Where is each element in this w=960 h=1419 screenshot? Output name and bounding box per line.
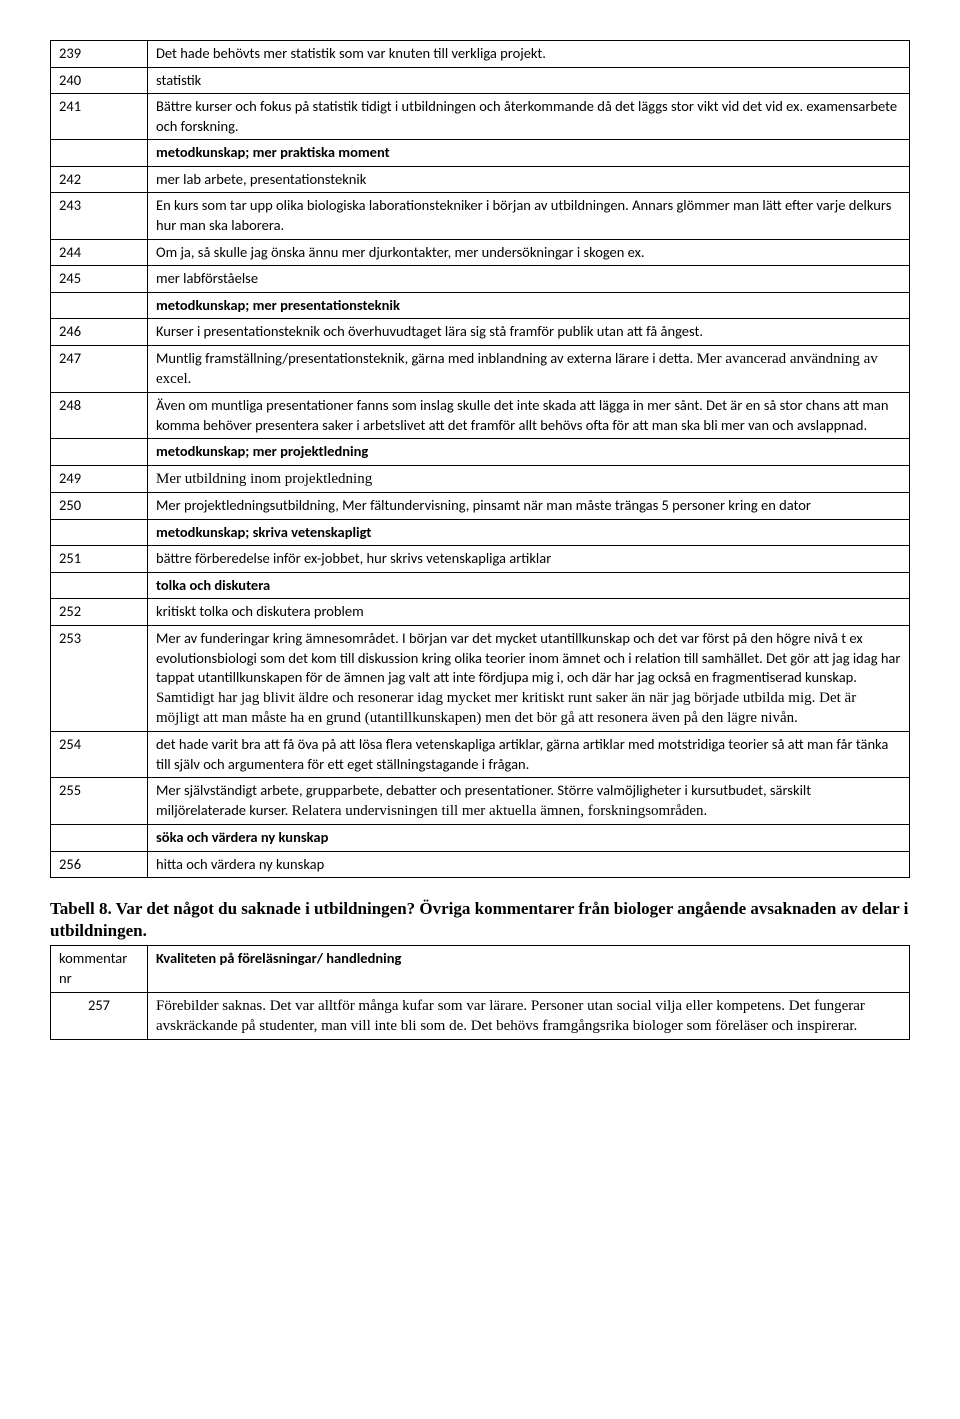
row-text: Förebilder saknas. Det var alltför många… <box>148 992 910 1040</box>
table-row: metodkunskap; mer presentationsteknik <box>51 292 910 319</box>
table-row: 253Mer av funderingar kring ämnesområdet… <box>51 626 910 732</box>
row-text: metodkunskap; mer praktiska moment <box>148 140 910 167</box>
row-number: 248 <box>51 393 148 439</box>
row-text: söka och värdera ny kunskap <box>148 825 910 852</box>
row-number: 256 <box>51 851 148 878</box>
row-text: tolka och diskutera <box>148 572 910 599</box>
table-row: metodkunskap; mer projektledning <box>51 439 910 466</box>
row-number: 242 <box>51 166 148 193</box>
row-text: det hade varit bra att få öva på att lös… <box>148 732 910 778</box>
table-row: 242mer lab arbete, presentationsteknik <box>51 166 910 193</box>
row-number: 239 <box>51 41 148 68</box>
row-text: metodkunskap; mer presentationsteknik <box>148 292 910 319</box>
row-text: Muntlig framställning/presentationstekni… <box>148 345 910 393</box>
row-text: Mer projektledningsutbildning, Mer fältu… <box>148 493 910 520</box>
table-1: 239Det hade behövts mer statistik som va… <box>50 40 910 878</box>
table-8-caption: Tabell 8. Var det något du saknade i utb… <box>50 898 910 942</box>
table-row: 255Mer självständigt arbete, grupparbete… <box>51 778 910 825</box>
row-number: 244 <box>51 239 148 266</box>
row-text: Mer utbildning inom projektledning <box>148 465 910 492</box>
row-number: 251 <box>51 546 148 573</box>
table-header-row: kommentar nr Kvaliteten på föreläsningar… <box>51 946 910 992</box>
table-row: 245mer labförståelse <box>51 266 910 293</box>
row-text: metodkunskap; skriva vetenskapligt <box>148 519 910 546</box>
row-number: 243 <box>51 193 148 239</box>
row-text: Om ja, så skulle jag önska ännu mer djur… <box>148 239 910 266</box>
row-number <box>51 519 148 546</box>
row-text: hitta och värdera ny kunskap <box>148 851 910 878</box>
table-row: 244Om ja, så skulle jag önska ännu mer d… <box>51 239 910 266</box>
row-text: Mer självständigt arbete, grupparbete, d… <box>148 778 910 825</box>
table-row: 249Mer utbildning inom projektledning <box>51 465 910 492</box>
table-row: 241Bättre kurser och fokus på statistik … <box>51 94 910 140</box>
row-number <box>51 825 148 852</box>
table-row: 250Mer projektledningsutbildning, Mer fä… <box>51 493 910 520</box>
table-row: 254det hade varit bra att få öva på att … <box>51 732 910 778</box>
row-number <box>51 572 148 599</box>
table-row: 240statistik <box>51 67 910 94</box>
row-number: 247 <box>51 345 148 393</box>
table-row: tolka och diskutera <box>51 572 910 599</box>
col-header-kommentar-nr: kommentar nr <box>51 946 148 992</box>
row-text: mer lab arbete, presentationsteknik <box>148 166 910 193</box>
row-number: 250 <box>51 493 148 520</box>
row-number <box>51 140 148 167</box>
table-row: 257Förebilder saknas. Det var alltför må… <box>51 992 910 1040</box>
row-text: Kurser i presentationsteknik och överhuv… <box>148 319 910 346</box>
table-row: 239Det hade behövts mer statistik som va… <box>51 41 910 68</box>
row-number: 253 <box>51 626 148 732</box>
row-number: 241 <box>51 94 148 140</box>
row-text: En kurs som tar upp olika biologiska lab… <box>148 193 910 239</box>
row-text: bättre förberedelse inför ex-jobbet, hur… <box>148 546 910 573</box>
table-row: 243En kurs som tar upp olika biologiska … <box>51 193 910 239</box>
row-text: statistik <box>148 67 910 94</box>
table-row: metodkunskap; mer praktiska moment <box>51 140 910 167</box>
row-number: 246 <box>51 319 148 346</box>
row-number <box>51 292 148 319</box>
row-number: 245 <box>51 266 148 293</box>
table-2: kommentar nr Kvaliteten på föreläsningar… <box>50 945 910 1040</box>
row-text: kritiskt tolka och diskutera problem <box>148 599 910 626</box>
row-number: 240 <box>51 67 148 94</box>
row-text: metodkunskap; mer projektledning <box>148 439 910 466</box>
row-text: Bättre kurser och fokus på statistik tid… <box>148 94 910 140</box>
row-text: Även om muntliga presentationer fanns so… <box>148 393 910 439</box>
row-text: Mer av funderingar kring ämnesområdet. I… <box>148 626 910 732</box>
row-number: 252 <box>51 599 148 626</box>
table-row: söka och värdera ny kunskap <box>51 825 910 852</box>
table-row: 252kritiskt tolka och diskutera problem <box>51 599 910 626</box>
row-number: 254 <box>51 732 148 778</box>
table-row: 251bättre förberedelse inför ex-jobbet, … <box>51 546 910 573</box>
table-row: 248Även om muntliga presentationer fanns… <box>51 393 910 439</box>
table-row: metodkunskap; skriva vetenskapligt <box>51 519 910 546</box>
row-number: 255 <box>51 778 148 825</box>
row-number <box>51 439 148 466</box>
table-row: 256hitta och värdera ny kunskap <box>51 851 910 878</box>
row-text: mer labförståelse <box>148 266 910 293</box>
row-text: Det hade behövts mer statistik som var k… <box>148 41 910 68</box>
table-row: 247Muntlig framställning/presentationste… <box>51 345 910 393</box>
row-number: 257 <box>51 992 148 1040</box>
col-header-kvalitet: Kvaliteten på föreläsningar/ handledning <box>148 946 910 992</box>
table-row: 246Kurser i presentationsteknik och över… <box>51 319 910 346</box>
row-number: 249 <box>51 465 148 492</box>
